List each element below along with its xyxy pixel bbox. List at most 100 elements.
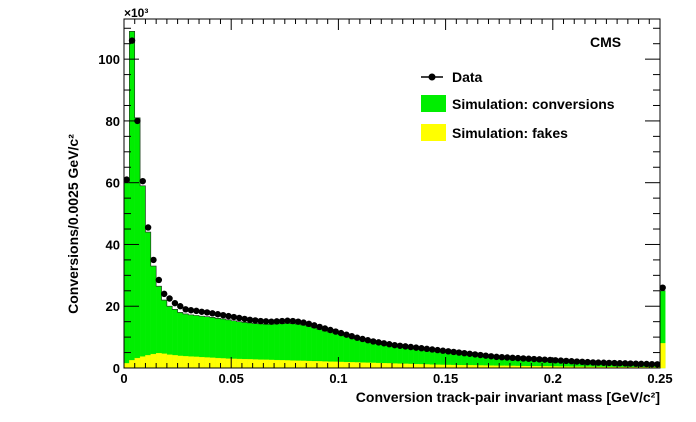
data-point [321, 325, 329, 332]
fakes-bar [123, 363, 130, 369]
data-point [514, 354, 522, 362]
data-point [568, 358, 575, 365]
data-point [353, 334, 361, 341]
data-point [187, 307, 195, 314]
data-point [648, 360, 656, 368]
data-point [375, 339, 382, 346]
data-point [611, 359, 618, 367]
y-axis-label: Conversions/0.0025 GeV/c² [65, 134, 81, 314]
data-point [177, 303, 184, 310]
fakes-bar [236, 358, 243, 369]
fakes-bar [273, 359, 280, 369]
data-point [487, 353, 495, 360]
fakes-bar [182, 356, 189, 369]
fakes-bar [129, 360, 135, 369]
x-tick-label: 0.15 [433, 371, 458, 386]
data-point [423, 345, 431, 353]
data-point [471, 351, 479, 358]
data-point [563, 357, 570, 365]
data-point [370, 338, 377, 345]
data-point [364, 337, 372, 344]
fakes-bar [338, 361, 344, 369]
x-tick-labels: 0 0.05 0.1 0.15 0.2 0.25 [120, 371, 672, 386]
data-point [402, 343, 409, 350]
data-point [386, 341, 393, 348]
fakes-bar [343, 361, 350, 369]
fakes-bar [397, 363, 403, 369]
legend-data-marker [428, 73, 436, 81]
fakes-bar [145, 355, 151, 369]
data-point [429, 346, 436, 353]
data-point [193, 307, 200, 315]
data-point [461, 349, 468, 357]
data-point [262, 318, 270, 325]
fakes-bar [322, 361, 328, 369]
data-point [445, 348, 452, 355]
data-point [391, 341, 398, 349]
data-point [659, 284, 666, 291]
fakes-bar [156, 353, 162, 369]
fakes-bar [241, 359, 248, 369]
data-point [295, 318, 302, 325]
fakes-bar [381, 363, 387, 369]
data-point [552, 357, 559, 364]
fakes-bar [402, 363, 409, 369]
data-point [230, 313, 238, 321]
data-point [332, 328, 339, 335]
data-point [589, 359, 597, 366]
fakes-bar [391, 363, 398, 369]
fakes-bar [659, 343, 666, 369]
fakes-bar [252, 359, 259, 369]
fakes-bar [231, 358, 237, 369]
data-point [289, 317, 297, 325]
fakes-bar [279, 360, 285, 369]
data-point [455, 349, 463, 356]
fakes-bars [123, 343, 666, 369]
fakes-bar [316, 361, 323, 369]
conversions-bar [139, 185, 146, 369]
fakes-bar [172, 355, 178, 369]
fakes-bar [139, 356, 146, 369]
data-point [579, 358, 586, 366]
y-tick-labels: 0 20 40 60 80 100 [98, 52, 120, 376]
data-point [530, 355, 538, 363]
data-point [300, 319, 307, 326]
data-point [257, 317, 264, 325]
data-point [595, 359, 602, 366]
conversions-bar [150, 265, 157, 369]
cms-label: CMS [590, 34, 621, 50]
data-point [504, 354, 511, 361]
fakes-bar [300, 360, 307, 369]
data-point [396, 342, 404, 349]
data-point [219, 311, 227, 319]
data-point [621, 360, 629, 367]
fakes-bar [311, 361, 318, 369]
fakes-bar [365, 362, 371, 369]
data-point [305, 320, 313, 328]
data-point [209, 310, 216, 317]
data-point [246, 316, 254, 324]
data-point [418, 345, 425, 352]
fakes-bar [193, 356, 200, 369]
fakes-bar [348, 362, 355, 369]
data-point [439, 347, 447, 354]
x-tick-label: 0.2 [544, 371, 562, 386]
fakes-bar [386, 363, 393, 369]
data-point [477, 351, 484, 359]
data-point [525, 355, 532, 362]
data-point [627, 360, 634, 367]
data-point [273, 318, 280, 325]
y-multiplier-label: ×10³ [124, 6, 148, 20]
data-point [268, 318, 275, 325]
data-point [144, 224, 152, 231]
data-point [520, 355, 527, 362]
fakes-bar [284, 360, 291, 369]
fakes-bar [375, 362, 382, 369]
data-point [600, 359, 607, 366]
fakes-bar [225, 358, 232, 369]
fakes-bar [166, 354, 173, 369]
data-point [182, 306, 189, 313]
y-tick-label: 80 [106, 114, 120, 129]
data-point [155, 276, 163, 284]
fakes-bar [359, 362, 366, 369]
